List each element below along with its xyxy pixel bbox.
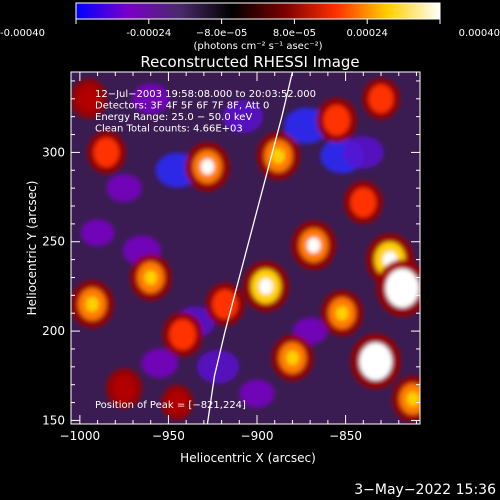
hotspot-core — [394, 279, 411, 298]
colorbar-frame — [75, 2, 441, 20]
coldspot — [106, 174, 142, 203]
coldspot — [222, 100, 264, 133]
hotspot-core — [335, 305, 349, 321]
x-tick-label: −1000 — [60, 429, 101, 443]
hotspot — [350, 187, 377, 218]
plot-area: −1000 −950 −900 −850 150 200 250 300 — [42, 71, 421, 443]
axis-ticks: −1000 −950 −900 −850 150 200 250 300 — [42, 72, 420, 443]
image-field — [71, 77, 420, 423]
hotspot — [93, 137, 120, 168]
annotation-block: 12−Jul−2003 19:58:08.000 to 20:03:52.000… — [95, 89, 316, 135]
hotspot — [169, 319, 196, 350]
solar-limb-curve — [206, 71, 294, 425]
coldspot — [239, 379, 275, 408]
hotspot-core — [144, 270, 158, 285]
hotspot — [212, 289, 238, 320]
hotspot-core — [286, 350, 299, 366]
annotation-line: Clean Total counts: 4.66E+03 — [95, 124, 243, 135]
x-tick-label: −900 — [241, 429, 274, 443]
footer-timestamp: 3−May−2022 15:36 — [354, 482, 496, 498]
x-axis-label: Heliocentric X (arcsec) — [180, 451, 316, 465]
hotspot — [166, 390, 188, 415]
hotspot-core — [271, 148, 285, 164]
x-tick-label: −850 — [329, 429, 362, 443]
hotspot — [368, 84, 394, 114]
hotspot — [76, 85, 101, 113]
y-tick-label: 200 — [42, 324, 65, 338]
colorbar-tick-label: -0.00040 — [0, 28, 45, 39]
colorbar-tick-label: 8.0e−05 — [273, 28, 316, 39]
hotspot-core — [85, 296, 99, 312]
chart-title: Reconstructed RHESSI Image — [140, 53, 359, 71]
plot-frame — [70, 71, 421, 425]
annotation-line: Energy Range: 25.0 − 50.0 keV — [95, 112, 252, 123]
coldspot — [131, 83, 170, 115]
hotspot-core — [406, 391, 420, 407]
y-axis-label: Heliocentric Y (arcsec) — [25, 181, 39, 316]
annotation-line: 12−Jul−2003 19:58:08.000 to 20:03:52.000 — [95, 89, 316, 100]
colorbar-ticks: -0.00040 -0.00024 −8.0e−05 8.0e−05 0.00024 0.… — [0, 19, 500, 39]
colorbar: -0.00040 -0.00024 −8.0e−05 8.0e−05 0.00024 0.… — [0, 2, 500, 52]
coldspot — [196, 349, 240, 384]
y-tick-label: 150 — [42, 413, 65, 427]
colorbar-tick-label: 0.00040 — [459, 28, 500, 39]
hotspot-core — [258, 278, 273, 295]
colorbar-gradient — [76, 3, 440, 19]
coldspot — [80, 219, 115, 247]
colorbar-tick-label: 0.00024 — [347, 28, 388, 39]
peak-position-label: Position of Peak = [−821,224] — [95, 400, 246, 411]
colorbar-unit-label: (photons cm⁻² s⁻¹ asec⁻²) — [193, 41, 322, 52]
hotspot-core — [200, 158, 215, 175]
x-tick-label: −950 — [152, 429, 185, 443]
colorbar-tick-label: -0.00024 — [126, 28, 171, 39]
annotation-line: Detectors: 3F 4F 5F 6F 7F 8F, Att 0 — [95, 101, 269, 112]
hotspot-core — [306, 237, 321, 254]
hotspot-core — [368, 352, 384, 371]
y-tick-label: 250 — [42, 235, 65, 249]
hotspot — [323, 104, 350, 136]
coldspot — [141, 348, 178, 378]
y-tick-label: 300 — [42, 145, 65, 159]
hotspot — [112, 374, 137, 402]
colorbar-tick-label: −8.0e−05 — [196, 28, 248, 39]
coldspot — [342, 136, 384, 169]
